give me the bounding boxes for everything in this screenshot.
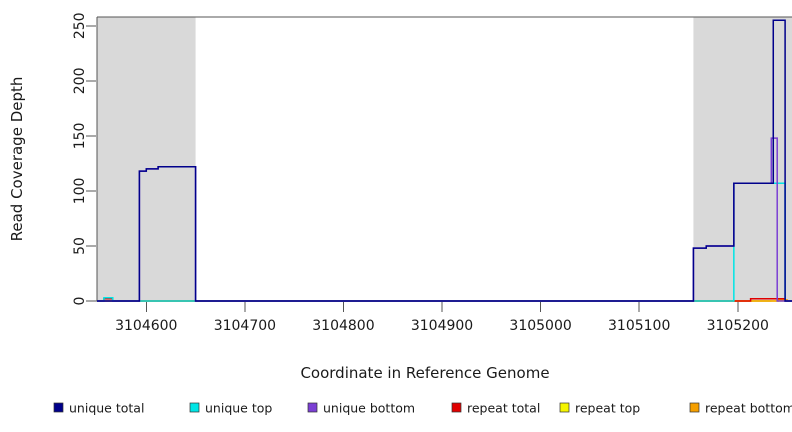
- shaded-region-0: [97, 17, 196, 301]
- shaded-region-1: [693, 17, 792, 301]
- y-tick-label-4: 200: [72, 67, 88, 94]
- y-axis-title: Read Coverage Depth: [8, 77, 26, 242]
- x-tick-label-4: 3105000: [509, 318, 571, 334]
- y-tick-label-5: 250: [72, 12, 88, 39]
- x-tick-label-3: 3104900: [411, 318, 473, 334]
- x-tick-label-1: 3104700: [214, 318, 276, 334]
- legend-label-repeat-top[interactable]: repeat top: [575, 400, 640, 415]
- x-tick-label-0: 3104600: [115, 318, 177, 334]
- legend-swatch-repeat-bottom[interactable]: [689, 402, 700, 413]
- legend-label-unique-bottom[interactable]: unique bottom: [323, 400, 415, 415]
- legend-swatch-unique-top[interactable]: [189, 402, 200, 413]
- legend-label-repeat-total[interactable]: repeat total: [467, 400, 540, 415]
- legend-swatch-repeat-top[interactable]: [559, 402, 570, 413]
- legend-swatch-unique-bottom[interactable]: [307, 402, 318, 413]
- chart-legend: unique total unique top unique bottom repea…: [53, 400, 792, 415]
- y-tick-label-0: 0: [72, 297, 88, 306]
- y-axis: 0 50 100 150 200 250: [72, 12, 96, 305]
- shaded-regions: [97, 17, 792, 301]
- legend-label-repeat-bottom[interactable]: repeat bottom: [705, 400, 792, 415]
- x-tick-label-6: 3105200: [707, 318, 769, 334]
- x-axis-title: Coordinate in Reference Genome: [300, 364, 549, 382]
- series-unique-total: [97, 19, 792, 302]
- y-tick-label-2: 100: [72, 178, 88, 205]
- x-axis: 3104600 3104700 3104800 3104900 3105000 31051…: [115, 302, 769, 334]
- series-unique-bottom: [97, 137, 792, 302]
- legend-swatch-repeat-total[interactable]: [451, 402, 462, 413]
- x-tick-label-2: 3104800: [312, 318, 374, 334]
- legend-label-unique-top[interactable]: unique top: [205, 400, 272, 415]
- data-series-group: [97, 19, 792, 302]
- series-unique-top: [97, 182, 792, 302]
- x-tick-label-5: 3105100: [608, 318, 670, 334]
- y-tick-label-3: 150: [72, 123, 88, 150]
- y-tick-label-1: 50: [72, 237, 88, 255]
- legend-swatch-unique-total[interactable]: [53, 402, 64, 413]
- legend-label-unique-total[interactable]: unique total: [69, 400, 144, 415]
